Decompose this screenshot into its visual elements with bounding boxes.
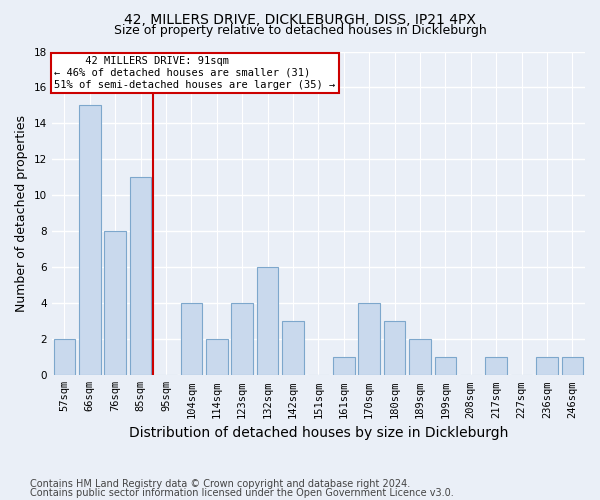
Bar: [53, 340, 75, 376]
Bar: [130, 178, 151, 376]
Y-axis label: Number of detached properties: Number of detached properties: [15, 115, 28, 312]
Bar: [434, 358, 456, 376]
Bar: [358, 304, 380, 376]
Bar: [282, 322, 304, 376]
Bar: [333, 358, 355, 376]
Bar: [409, 340, 431, 376]
Bar: [257, 268, 278, 376]
Bar: [181, 304, 202, 376]
Bar: [536, 358, 557, 376]
Text: 42 MILLERS DRIVE: 91sqm
← 46% of detached houses are smaller (31)
51% of semi-de: 42 MILLERS DRIVE: 91sqm ← 46% of detache…: [55, 56, 335, 90]
Text: Size of property relative to detached houses in Dickleburgh: Size of property relative to detached ho…: [113, 24, 487, 37]
Bar: [232, 304, 253, 376]
Bar: [562, 358, 583, 376]
Bar: [79, 106, 101, 376]
Bar: [485, 358, 507, 376]
Text: Contains HM Land Registry data © Crown copyright and database right 2024.: Contains HM Land Registry data © Crown c…: [30, 479, 410, 489]
Text: Contains public sector information licensed under the Open Government Licence v3: Contains public sector information licen…: [30, 488, 454, 498]
Bar: [104, 232, 126, 376]
X-axis label: Distribution of detached houses by size in Dickleburgh: Distribution of detached houses by size …: [128, 426, 508, 440]
Bar: [384, 322, 406, 376]
Bar: [206, 340, 227, 376]
Text: 42, MILLERS DRIVE, DICKLEBURGH, DISS, IP21 4PX: 42, MILLERS DRIVE, DICKLEBURGH, DISS, IP…: [124, 12, 476, 26]
